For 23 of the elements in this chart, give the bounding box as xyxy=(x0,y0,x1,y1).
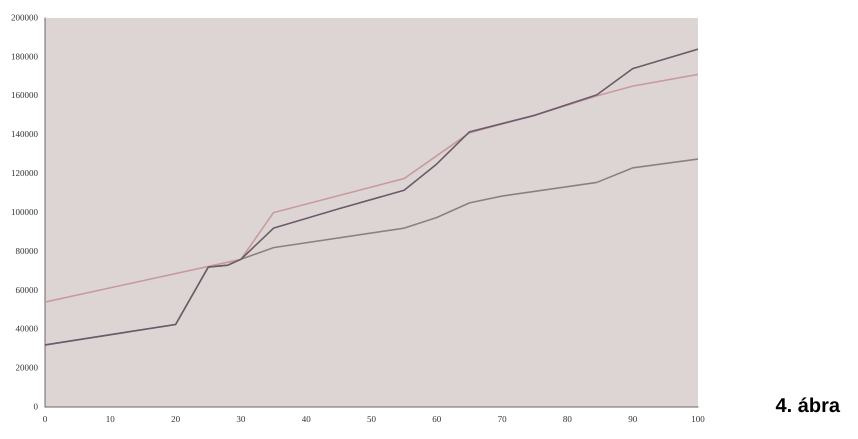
x-tick-label: 30 xyxy=(236,414,246,424)
x-tick-label: 20 xyxy=(171,414,181,424)
text: 4. ábra xyxy=(776,395,840,418)
x-tick-label: 70 xyxy=(498,414,508,424)
x-tick-label: 40 xyxy=(302,414,312,424)
x-tick-label: 10 xyxy=(106,414,116,424)
x-tick-label: 0 xyxy=(42,414,48,424)
x-tick-label: 80 xyxy=(562,414,572,424)
y-tick-label: 180000 xyxy=(11,51,38,62)
y-tick-label: 200000 xyxy=(11,12,38,22)
y-tick-label: 140000 xyxy=(11,129,38,140)
y-tick-label: 60000 xyxy=(16,284,38,295)
y-tick-label: 80000 xyxy=(16,246,38,256)
y-tick-label: 20000 xyxy=(16,362,38,373)
y-tick-label: 0 xyxy=(34,402,38,412)
y-tick-label: 120000 xyxy=(11,168,38,178)
y-tick-label: 100000 xyxy=(11,206,38,217)
y-tick-label: 40000 xyxy=(16,324,38,334)
x-tick-label: 100 xyxy=(691,414,706,424)
y-tick-label: 160000 xyxy=(11,90,38,100)
x-tick-label: 90 xyxy=(628,414,638,424)
x-tick-label: 60 xyxy=(432,414,442,424)
x-tick-label: 50 xyxy=(367,414,376,424)
